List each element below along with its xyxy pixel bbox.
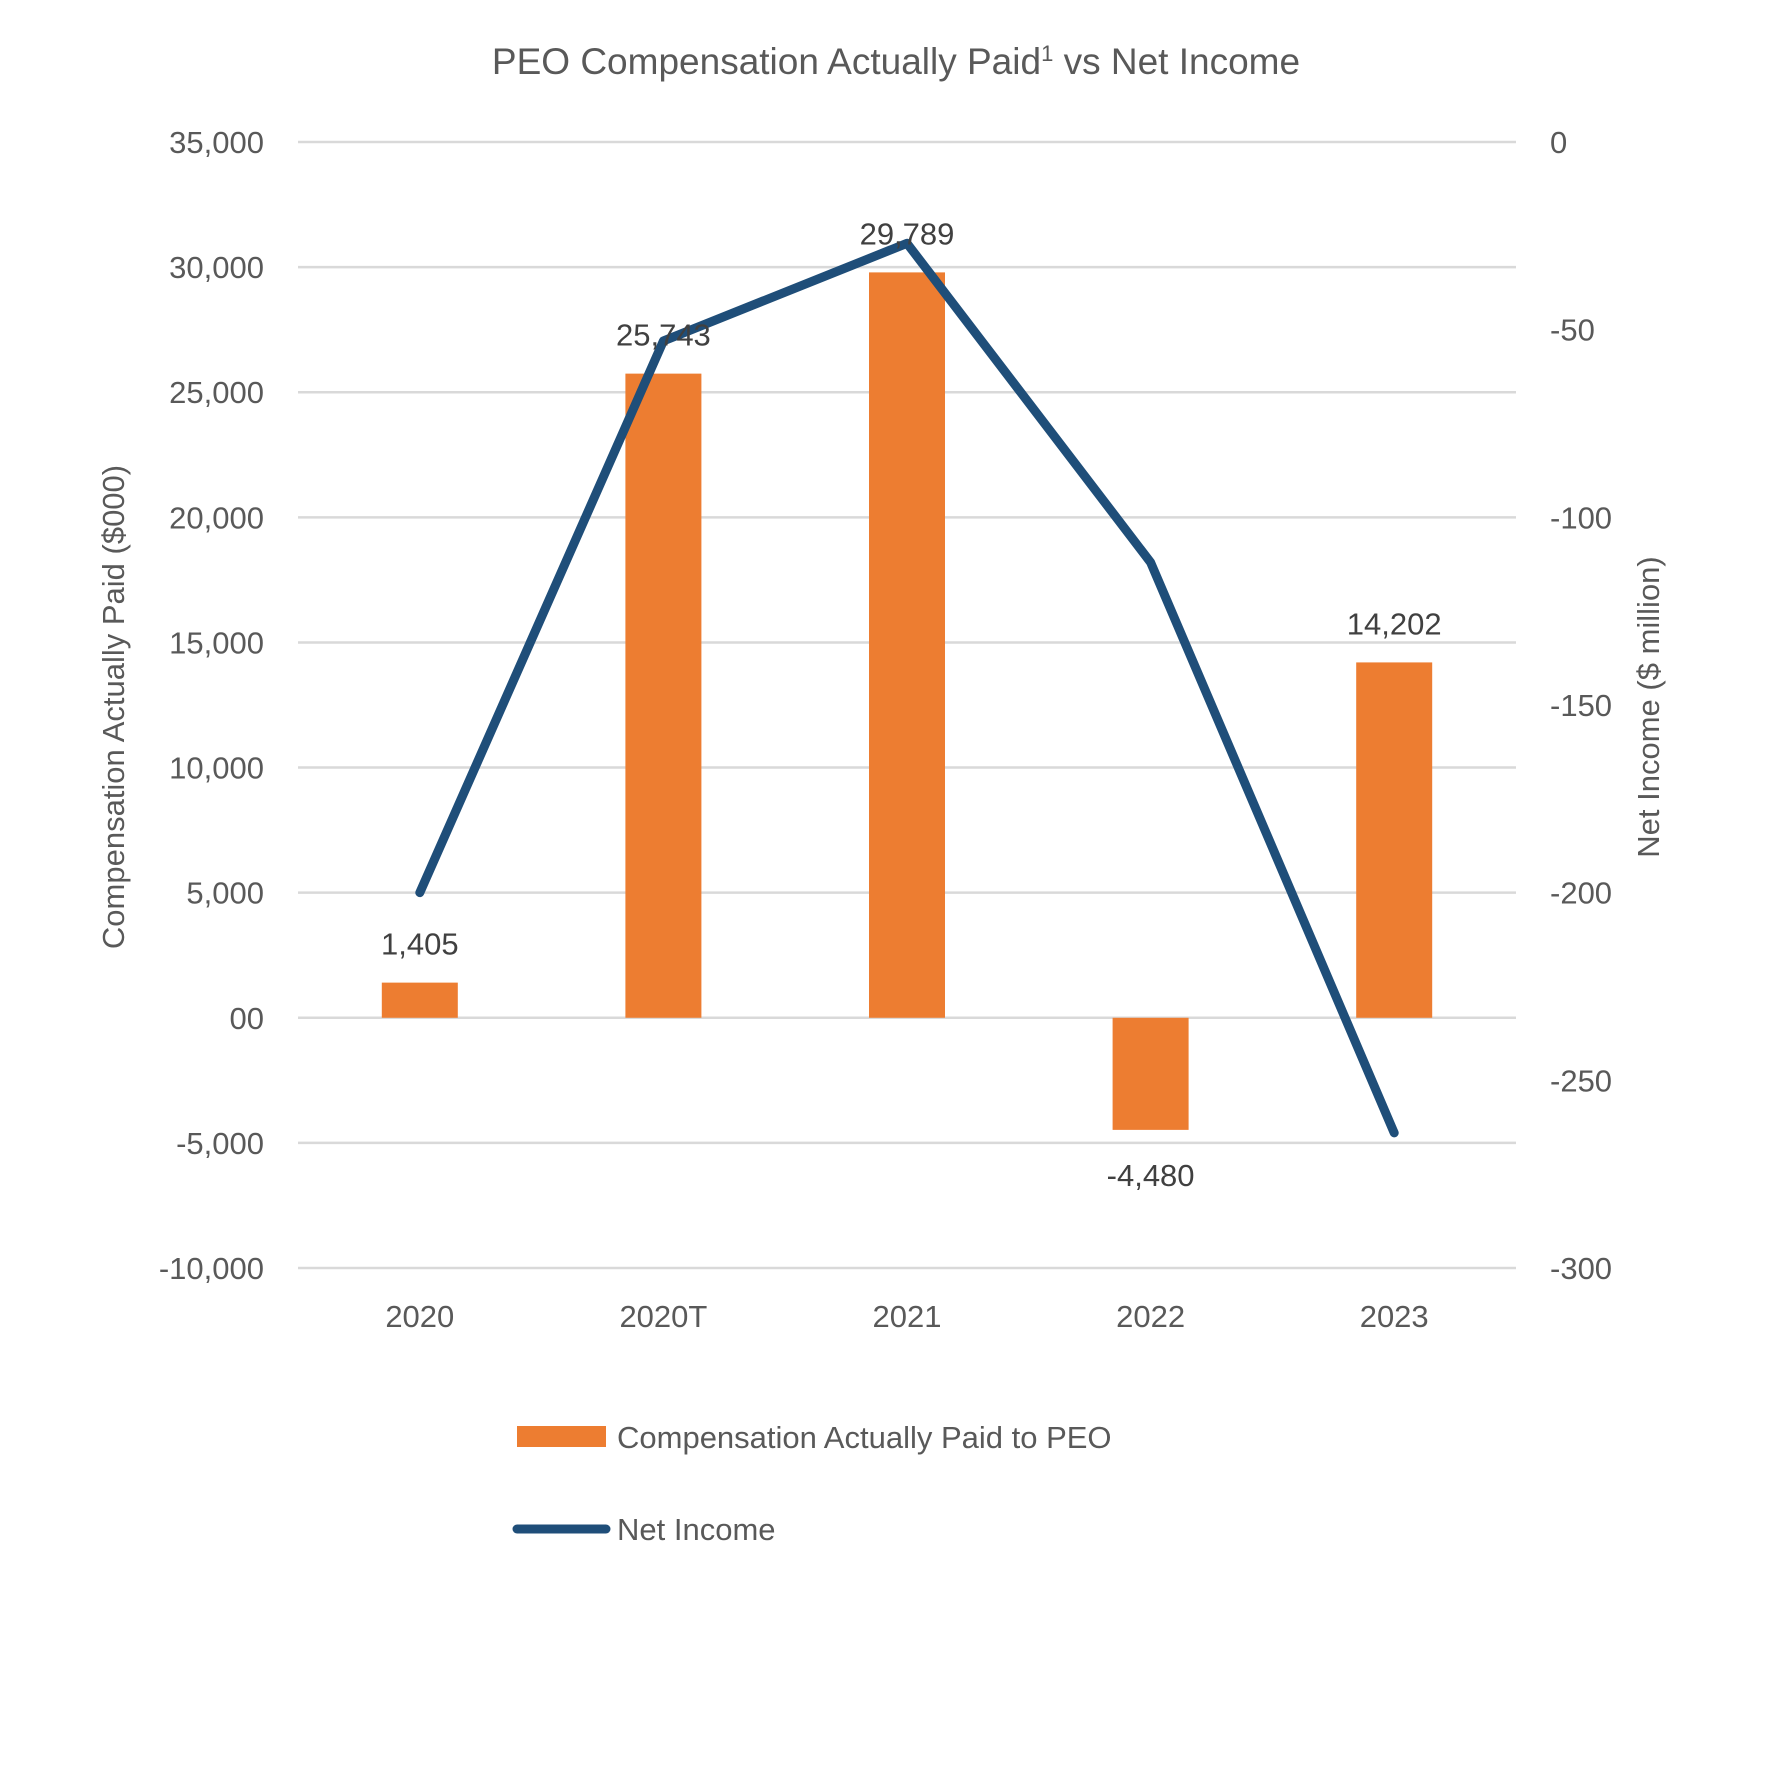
x-tick-label: 2022 bbox=[1116, 1299, 1185, 1334]
y-tick-label: 00 bbox=[230, 1001, 264, 1036]
bar bbox=[625, 374, 701, 1018]
y2-tick-label: -50 bbox=[1550, 313, 1595, 348]
chart-title-suffix: vs Net Income bbox=[1053, 41, 1300, 82]
bar-data-label: 1,405 bbox=[381, 927, 459, 962]
bar bbox=[382, 983, 458, 1018]
y-axis-title: Compensation Actually Paid ($000) bbox=[96, 465, 131, 949]
legend: Compensation Actually Paid to PEO Net In… bbox=[517, 1420, 1112, 1547]
y-tick-label: -10,000 bbox=[159, 1251, 264, 1286]
legend-bar-swatch bbox=[517, 1426, 606, 1447]
y2-axis-title: Net Income ($ million) bbox=[1631, 556, 1666, 857]
y-tick-label: 15,000 bbox=[169, 625, 264, 660]
x-tick-label: 2020T bbox=[619, 1299, 707, 1334]
bar-data-label: 25,743 bbox=[616, 318, 711, 353]
y2-tick-label: 0 bbox=[1550, 125, 1567, 160]
bar-data-label: 29,789 bbox=[860, 216, 955, 251]
x-tick-label: 2023 bbox=[1360, 1299, 1429, 1334]
chart-title: PEO Compensation Actually Paid1 vs Net I… bbox=[492, 41, 1300, 82]
legend-line-label: Net Income bbox=[617, 1512, 776, 1547]
chart-title-superscript: 1 bbox=[1041, 41, 1053, 66]
y2-tick-label: -200 bbox=[1550, 876, 1612, 911]
y-tick-label: 30,000 bbox=[169, 250, 264, 285]
legend-bar-label: Compensation Actually Paid to PEO bbox=[617, 1420, 1112, 1455]
y-tick-label: 35,000 bbox=[169, 125, 264, 160]
y-tick-label: 25,000 bbox=[169, 375, 264, 410]
right-axis-ticks: 0 -50 -100 -150 -200 -250 -300 bbox=[1550, 125, 1612, 1286]
bar bbox=[1356, 662, 1432, 1017]
chart-title-main: PEO Compensation Actually Paid bbox=[492, 41, 1041, 82]
bar-data-label: -4,480 bbox=[1107, 1158, 1195, 1193]
x-tick-label: 2020 bbox=[385, 1299, 454, 1334]
y2-tick-label: -150 bbox=[1550, 688, 1612, 723]
bar bbox=[869, 272, 945, 1017]
y2-tick-label: -300 bbox=[1550, 1251, 1612, 1286]
y2-tick-label: -250 bbox=[1550, 1063, 1612, 1098]
left-axis-ticks: 35,000 30,000 25,000 20,000 15,000 10,000 5,00… bbox=[159, 125, 264, 1286]
x-tick-label: 2021 bbox=[873, 1299, 942, 1334]
y-tick-label: 10,000 bbox=[169, 751, 264, 786]
y-tick-label: 20,000 bbox=[169, 500, 264, 535]
bar-data-label: 14,202 bbox=[1347, 606, 1442, 641]
x-axis-ticks: 2020 2020T 2021 2022 2023 bbox=[385, 1299, 1428, 1334]
y-tick-label: -5,000 bbox=[176, 1126, 264, 1161]
bar-series bbox=[382, 272, 1432, 1129]
y-tick-label: 5,000 bbox=[186, 876, 264, 911]
bar bbox=[1113, 1018, 1189, 1130]
y2-tick-label: -100 bbox=[1550, 500, 1612, 535]
